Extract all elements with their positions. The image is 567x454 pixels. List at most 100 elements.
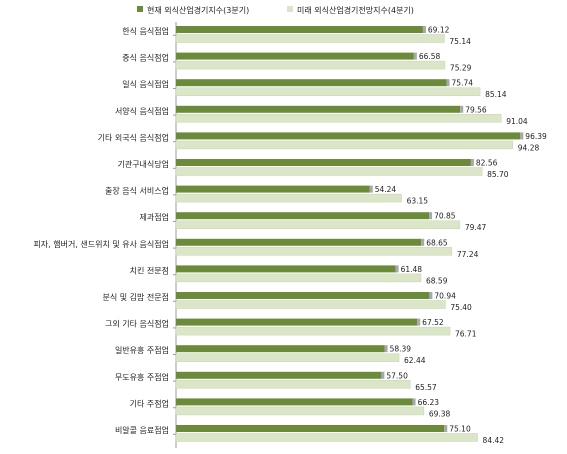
category-label: 제과점업 [140,212,169,222]
value-label-future: 91.04 [506,117,528,126]
bar-current-end-marker [395,265,399,273]
bar-current [176,398,413,406]
category-label: 비알콜 음료점업 [115,425,169,435]
category-label: 그외 기타 음식점업 [105,319,169,329]
legend-swatch-future [287,6,293,12]
bar-current [176,79,447,87]
bar-current-end-marker [381,371,385,379]
value-label-future: 69.38 [429,409,451,418]
value-label-current: 96.39 [525,132,547,141]
category-label: 일식 음식점업 [122,79,169,89]
value-label-current: 70.85 [434,212,456,221]
bar-current-end-marker [460,105,464,113]
bar-current-end-marker [444,425,448,432]
category-label: 기타 주점업 [130,398,169,408]
value-label-current: 75.74 [452,79,474,88]
value-label-current: 70.94 [434,292,456,301]
bar-current [176,238,422,246]
bar-current-end-marker [429,212,433,220]
value-label-future: 75.14 [449,37,471,46]
legend-label-future: 미래 외식산업경기전망지수(4분기) [297,5,414,15]
bar-future [175,353,400,362]
value-label-current: 79.56 [465,105,487,114]
category-label: 기타 외국식 음식점업 [98,132,169,142]
bar-current-end-marker [412,398,416,406]
bar-current [176,26,423,33]
bar-future [175,247,453,256]
category-label: 치킨 전문점 [130,265,169,275]
bar-future [175,87,481,96]
bar-future [175,220,461,229]
bar-future [175,60,446,70]
bar-future [175,326,451,336]
category-label: 일반유흥 주점업 [115,345,169,355]
value-label-future: 68.59 [426,276,448,285]
category-label: 중식 음식점업 [122,53,169,63]
bar-current-end-marker [429,292,433,299]
value-label-current: 75.10 [449,425,471,434]
value-label-current: 68.65 [426,238,448,247]
value-label-future: 76.71 [455,330,477,339]
category-label: 무도유흥 주점업 [115,372,169,382]
bar-future [175,167,483,176]
category-label: 서양식 음식점업 [115,106,169,116]
value-label-future: 63.15 [407,197,429,206]
bar-future [175,300,446,309]
bar-current-end-marker [369,185,373,193]
value-label-current: 61.48 [401,265,423,274]
bar-future [175,273,422,283]
value-label-future: 75.40 [450,303,472,312]
value-label-current: 66.23 [418,398,440,407]
bar-future [175,193,402,203]
bar-current [176,345,385,353]
value-label-current: 69.12 [428,26,450,35]
bar-current-end-marker [470,159,474,166]
value-label-current: 82.56 [476,159,498,168]
bar-current-end-marker [417,318,421,326]
value-label-future: 94.28 [518,143,540,152]
legend-swatch-current [137,6,143,12]
bar-current [176,371,382,379]
bar-current [176,318,418,326]
bar-current [176,159,471,166]
bar-future [175,114,502,123]
legend: 현재 외식산업경기지수(3분기) 미래 외식산업경기전망지수(4분기) [137,5,414,15]
value-label-current: 58.39 [390,345,412,354]
bar-current-end-marker [413,52,417,60]
plot-area: 한식 음식점업 69.12 75.14 중식 음식점업 66.58 75.29 일식 음식점… [33,26,547,446]
bar-current [176,265,396,273]
bar-current-end-marker [520,132,524,140]
bar-current [176,52,414,60]
value-label-future: 62.44 [404,356,426,365]
value-label-current: 67.52 [422,318,444,327]
value-label-future: 85.14 [485,90,507,99]
legend-label-current: 현재 외식산업경기지수(3분기) [147,5,249,15]
bar-future [175,406,425,416]
category-label: 출장 음식 서비스업 [105,186,169,196]
category-label: 피자, 햄버거, 샌드위치 및 유사 음식점업 [33,239,169,249]
bar-current [176,292,430,299]
category-label: 분식 및 김밥 전문점 [102,292,169,302]
bar-current-end-marker [421,238,425,246]
bar-current-end-marker [422,26,426,33]
bar-future [175,34,445,43]
bar-current [176,425,445,432]
value-label-future: 77.24 [457,250,479,259]
bar-future [175,380,411,389]
bar-current [176,132,521,140]
bar-current [176,185,370,193]
value-label-future: 85.70 [487,170,509,179]
category-label: 기관구내식당업 [117,159,169,169]
bar-future [175,140,514,150]
bar-current [176,212,430,220]
value-label-future: 65.57 [415,383,437,392]
value-label-future: 84.42 [483,436,505,445]
value-label-current: 66.58 [419,52,441,61]
bar-current-end-marker [384,345,388,353]
bar-future [175,433,478,442]
value-label-future: 79.47 [465,223,487,232]
value-label-current: 54.24 [375,185,397,194]
bar-current-end-marker [446,79,450,87]
